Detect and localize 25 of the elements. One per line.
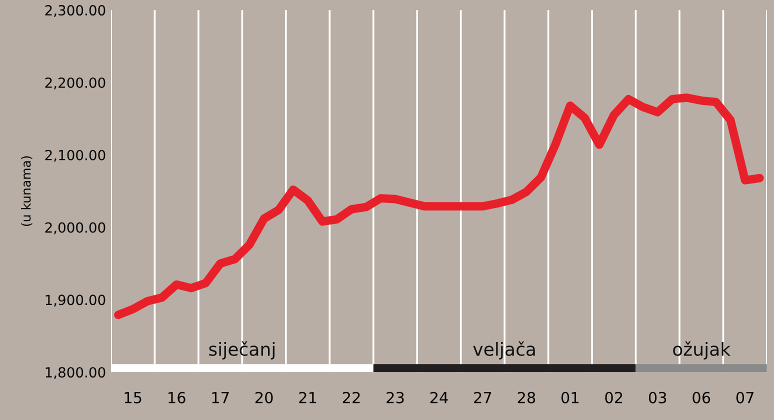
x-tick-label: 20 (255, 392, 273, 404)
x-tick-label: 07 (736, 392, 754, 404)
y-tick-label: 1,900.00 (46, 294, 106, 307)
y-axis-title: (u kunama) (21, 156, 32, 226)
y-tick-label: 1,800.00 (46, 367, 106, 380)
x-tick-label: 28 (518, 392, 536, 404)
x-tick-label: 02 (605, 392, 622, 404)
y-tick-label: 2,100.00 (45, 150, 106, 162)
x-tick-label: 06 (692, 392, 710, 404)
x-tick-label: 01 (561, 392, 578, 404)
x-tick-label: 27 (474, 392, 492, 404)
x-tick-label: 03 (648, 392, 666, 404)
x-tick-label: 23 (386, 392, 404, 404)
y-tick-label: 2,000.00 (45, 222, 106, 234)
y-tick-label: 2,200.00 (45, 77, 106, 90)
x-tick-label: 21 (299, 392, 316, 404)
y-tick-label: 2,300.00 (45, 5, 106, 17)
annotation: siječanj (209, 341, 274, 360)
annotation: ožujak (673, 341, 731, 360)
x-tick-label: 22 (342, 392, 360, 404)
x-tick-label: 15 (124, 392, 142, 404)
x-tick-label: 24 (430, 392, 448, 404)
x-tick-label: 16 (168, 392, 186, 404)
x-tick-label: 17 (212, 392, 229, 404)
annotation: veljača (473, 341, 535, 360)
